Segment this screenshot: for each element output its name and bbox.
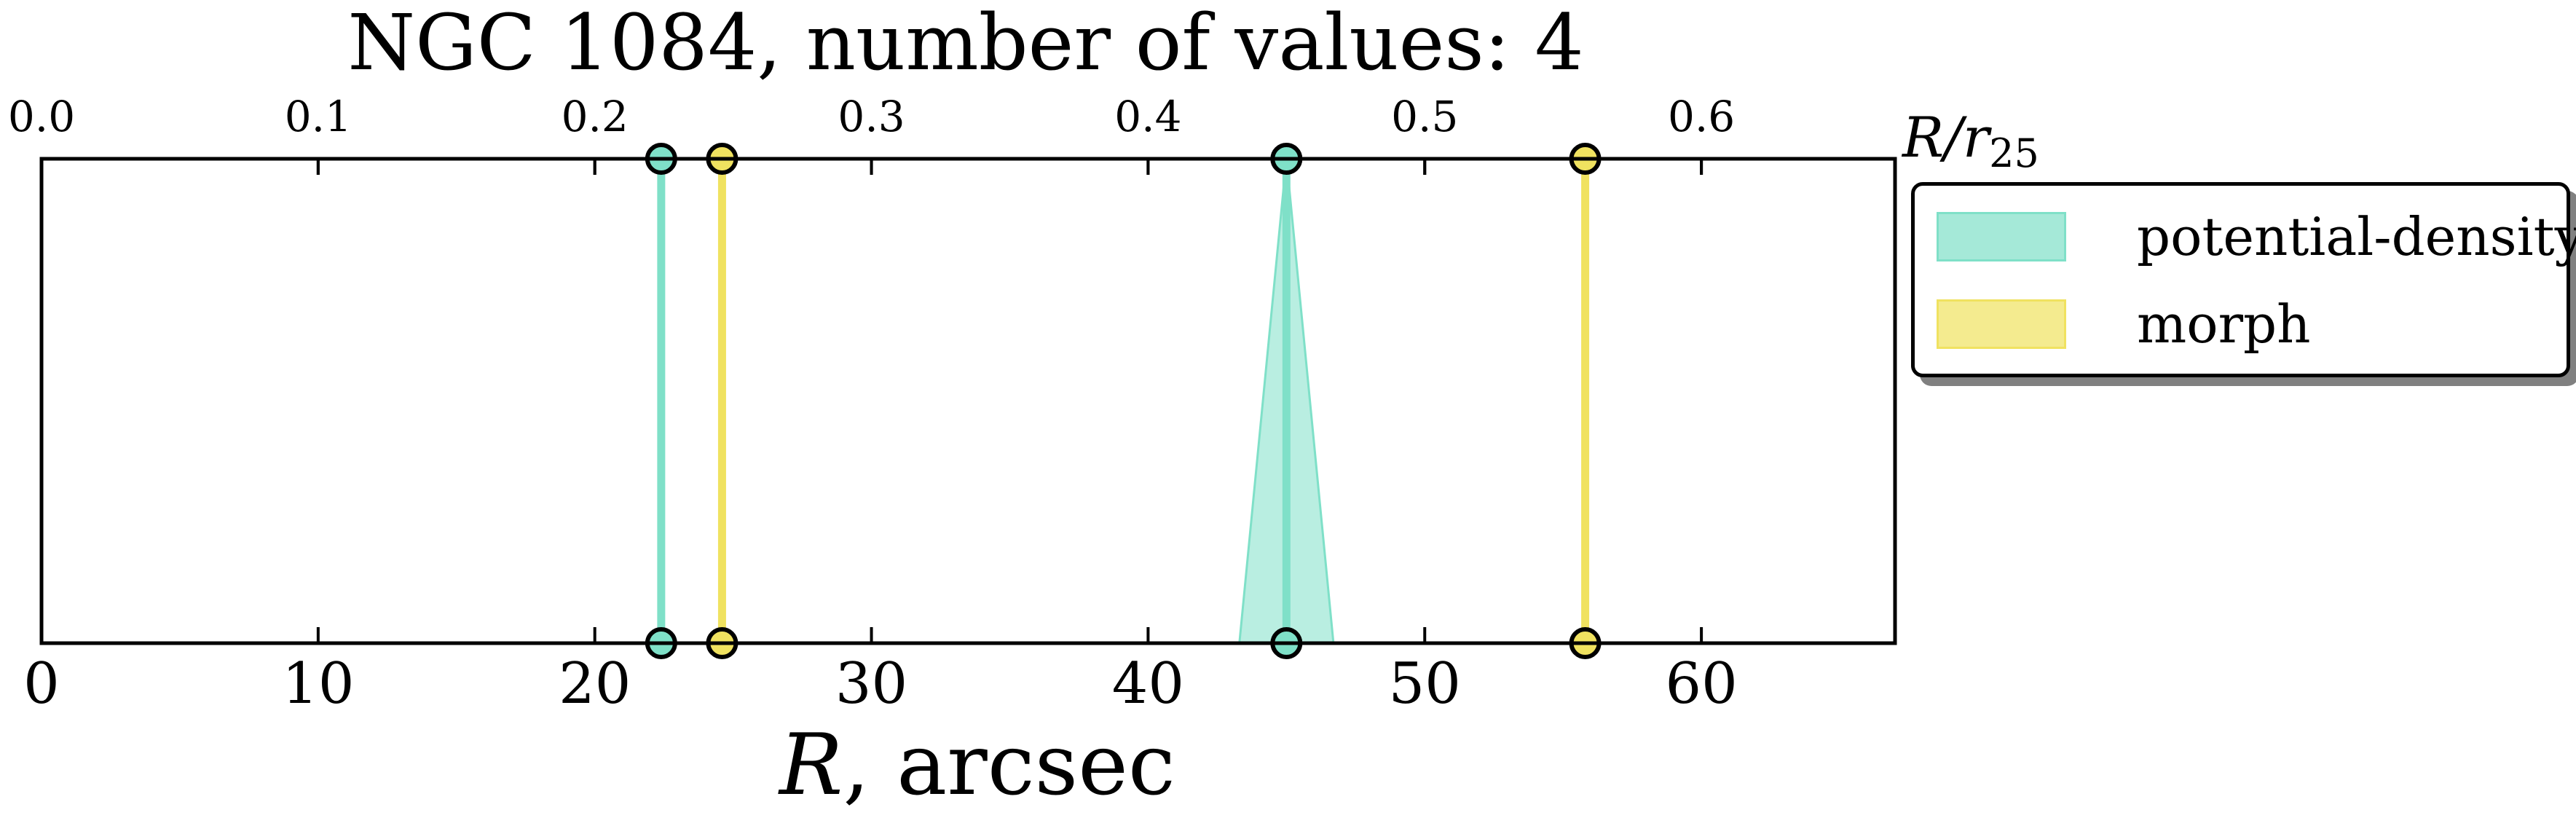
legend-swatch-morph	[1937, 299, 2066, 349]
legend-label-morph: morph	[2137, 294, 2311, 355]
legend-label-potential-density: potential-density	[2137, 206, 2576, 267]
bottom-axis: 0 10 20 30 40 50 60	[23, 159, 1738, 717]
top-tick-label-3: 0.3	[838, 92, 905, 141]
top-tick-label-4: 0.4	[1114, 92, 1181, 141]
x-tick-label-2: 20	[559, 651, 631, 717]
legend-swatch-potential-density	[1937, 212, 2066, 261]
x-tick-label-3: 30	[835, 651, 907, 717]
legend: potential-density morph	[1911, 182, 2576, 377]
top-tick-label-6: 0.6	[1668, 92, 1735, 141]
chart-title: NGC 1084, number of values: 4	[347, 0, 1583, 87]
top-axis-label-sub: 25	[1989, 130, 2039, 176]
top-axis-label-main: R/r	[1901, 105, 1993, 170]
x-axis-label: R, arcsec	[778, 716, 1175, 814]
top-tick-label-1: 0.1	[285, 92, 352, 141]
x-tick-label-6: 60	[1665, 651, 1737, 717]
x-tick-label-1: 10	[282, 651, 354, 717]
x-tick-label-0: 0	[23, 651, 60, 717]
x-tick-label-4: 40	[1112, 651, 1184, 717]
x-axis-label-var: R	[778, 716, 843, 814]
top-tick-label-0: 0.0	[8, 92, 75, 141]
x-tick-label-5: 50	[1389, 651, 1461, 717]
plot-frame	[39, 157, 1897, 645]
top-axis-label: R/r25	[1901, 105, 2039, 176]
top-axis: 0.0 0.1 0.2 0.3 0.4 0.5 0.6	[8, 92, 1735, 175]
x-axis-label-unit: , arcsec	[843, 716, 1175, 814]
top-tick-label-5: 0.5	[1391, 92, 1458, 141]
series-layer	[645, 143, 1602, 659]
top-tick-label-2: 0.2	[562, 92, 629, 141]
